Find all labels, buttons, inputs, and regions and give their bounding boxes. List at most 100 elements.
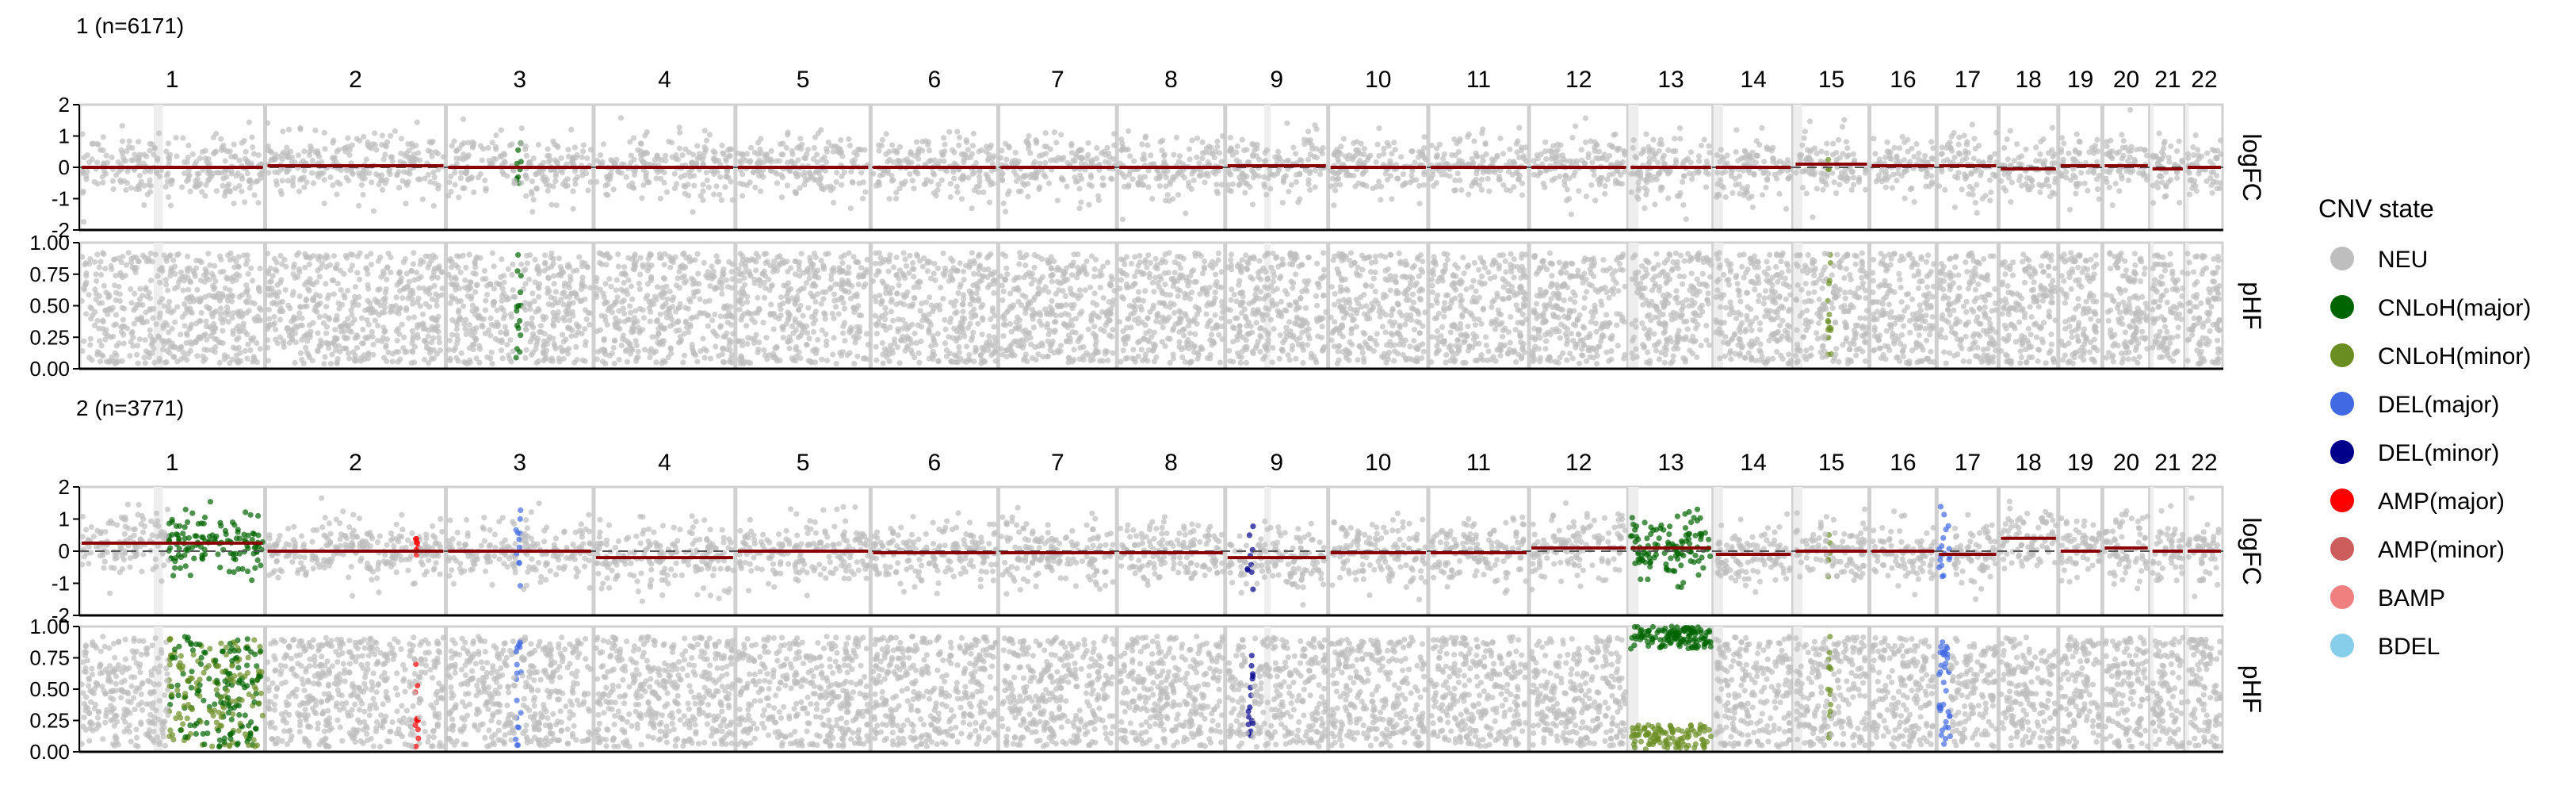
data-point <box>366 171 372 176</box>
data-point <box>422 357 427 362</box>
data-point <box>1229 147 1234 152</box>
data-point <box>321 361 327 366</box>
data-point <box>136 139 141 144</box>
data-point <box>2008 128 2013 133</box>
data-point <box>2094 177 2100 182</box>
data-point <box>822 155 827 160</box>
data-point <box>644 150 649 155</box>
data-point <box>534 186 540 192</box>
data-point <box>648 302 654 308</box>
data-point <box>1409 178 1415 183</box>
data-point <box>248 266 254 271</box>
data-point <box>194 287 200 293</box>
data-point <box>120 155 126 160</box>
data-point <box>711 171 717 177</box>
data-point <box>1094 145 1099 151</box>
data-point <box>584 155 590 161</box>
data-point <box>623 348 629 354</box>
data-point <box>431 347 437 353</box>
data-point <box>452 182 457 187</box>
data-point <box>824 358 830 363</box>
data-point <box>1871 136 1876 141</box>
data-point <box>2005 136 2010 142</box>
data-point <box>894 150 900 155</box>
data-point <box>524 347 529 353</box>
data-point <box>2050 190 2055 195</box>
data-point <box>166 140 171 146</box>
data-point <box>474 282 480 288</box>
data-point <box>408 268 414 274</box>
data-point <box>433 291 438 297</box>
data-point <box>439 292 445 297</box>
data-point <box>315 148 320 154</box>
data-point <box>1440 155 1446 161</box>
data-point <box>303 333 308 339</box>
data-point <box>1936 183 1942 189</box>
data-point <box>1423 157 1428 163</box>
data-point <box>472 289 478 295</box>
data-point <box>1844 178 1849 184</box>
data-point <box>435 323 441 328</box>
data-point <box>1293 151 1298 156</box>
data-point <box>2195 147 2200 152</box>
data-point <box>294 325 300 331</box>
data-point <box>665 297 671 302</box>
data-point <box>2036 182 2042 187</box>
data-point <box>550 139 556 144</box>
data-point <box>245 342 250 347</box>
data-point <box>518 289 523 295</box>
data-point <box>511 178 517 183</box>
data-point <box>1650 137 1656 143</box>
data-point <box>965 147 971 152</box>
data-point <box>946 129 952 135</box>
data-point <box>2157 173 2163 178</box>
data-point <box>637 306 643 312</box>
data-point <box>1820 187 1825 193</box>
data-point <box>453 276 459 282</box>
data-point <box>208 174 214 179</box>
data-point <box>2214 173 2219 178</box>
data-point <box>461 156 466 162</box>
data-point <box>156 315 162 320</box>
data-point <box>256 317 262 323</box>
data-point <box>397 356 403 362</box>
data-point <box>580 358 586 363</box>
data-point <box>319 261 325 266</box>
data-point <box>719 197 724 203</box>
data-point <box>148 278 154 283</box>
chromosome-label: 13 <box>1657 67 1684 93</box>
data-point <box>2150 182 2156 188</box>
data-point <box>366 334 372 339</box>
data-point <box>719 143 724 148</box>
data-point <box>220 183 226 189</box>
data-point <box>1927 183 1932 189</box>
data-point <box>529 320 534 326</box>
data-point <box>1088 172 1094 178</box>
data-point <box>315 171 320 177</box>
data-point <box>636 324 641 330</box>
data-point <box>397 288 403 293</box>
data-point <box>186 172 192 178</box>
data-point <box>99 343 105 348</box>
data-point <box>390 358 396 364</box>
data-point <box>550 321 556 327</box>
data-point <box>633 338 639 343</box>
data-point <box>300 323 305 328</box>
data-point <box>426 261 432 266</box>
data-point <box>285 303 291 308</box>
data-point <box>286 127 292 132</box>
data-point <box>1846 152 1852 158</box>
data-point <box>1761 159 1767 164</box>
data-point <box>804 151 809 157</box>
data-point <box>721 359 727 365</box>
data-point <box>860 196 866 201</box>
data-point <box>971 131 977 136</box>
data-point <box>1376 125 1382 131</box>
data-point <box>669 316 675 322</box>
data-point <box>970 143 976 148</box>
data-point <box>1451 188 1457 194</box>
data-point <box>317 274 323 279</box>
data-point <box>1824 151 1829 156</box>
data-point <box>2091 170 2096 175</box>
data-point <box>338 329 344 335</box>
